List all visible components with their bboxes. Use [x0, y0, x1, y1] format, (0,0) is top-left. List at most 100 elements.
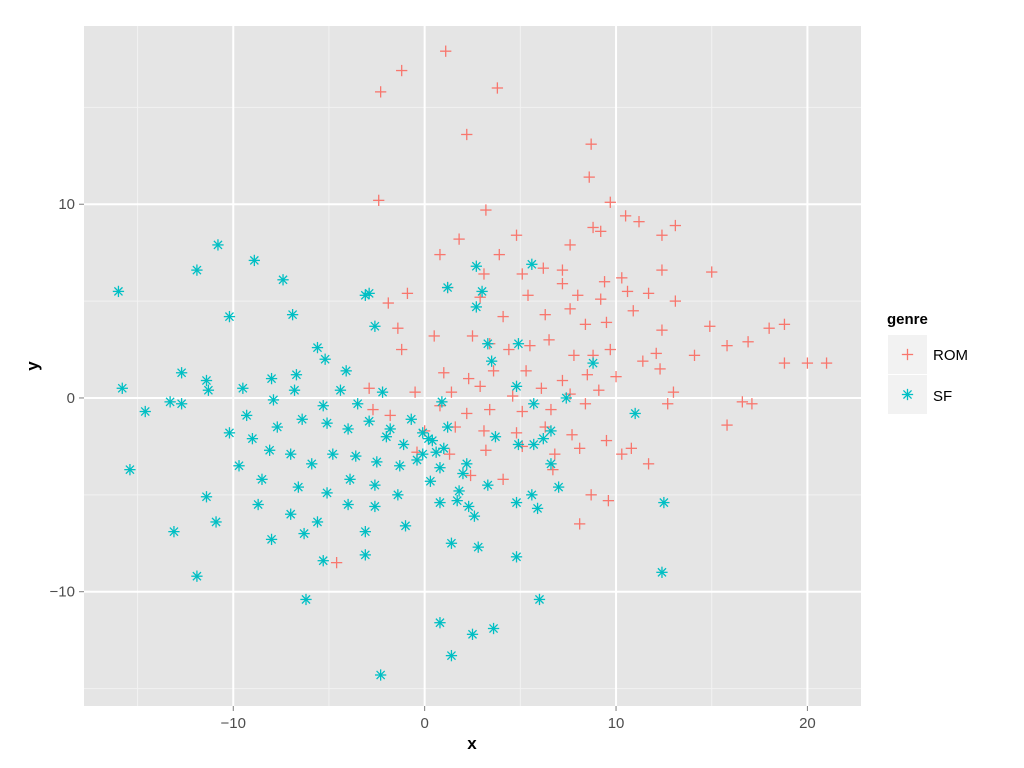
data-point-rom — [464, 469, 477, 482]
data-point-rom — [610, 371, 622, 383]
data-point-rom — [363, 382, 375, 394]
legend-marker-sf — [901, 388, 914, 401]
x-tick-label: −10 — [221, 715, 246, 732]
data-point-sf — [175, 398, 188, 410]
data-point-rom — [516, 405, 528, 418]
data-point-sf — [392, 489, 404, 501]
data-point-sf — [350, 450, 362, 462]
data-point-sf — [470, 260, 482, 272]
data-point-sf — [587, 357, 599, 369]
data-point-sf — [438, 442, 450, 454]
data-point-rom — [367, 403, 379, 416]
data-point-rom — [539, 309, 551, 321]
data-point-rom — [778, 357, 791, 369]
data-point-sf — [321, 487, 333, 499]
data-point-rom — [706, 266, 718, 278]
data-point-rom — [497, 310, 509, 323]
data-point-sf — [246, 432, 259, 445]
data-point-sf — [430, 446, 442, 458]
data-point-sf — [306, 458, 318, 470]
data-point-sf — [319, 353, 331, 365]
data-point-rom — [493, 248, 505, 261]
data-point-sf — [265, 533, 278, 546]
data-point-sf — [164, 396, 176, 408]
data-point-rom — [593, 384, 605, 396]
data-point-sf — [241, 409, 253, 422]
data-point-rom — [474, 380, 486, 392]
grid-major — [84, 26, 861, 706]
data-point-rom — [556, 374, 569, 387]
data-point-sf — [342, 423, 354, 435]
data-point-sf — [434, 617, 446, 629]
data-point-sf — [371, 456, 383, 468]
data-point-rom — [637, 355, 649, 367]
x-tick-label: 20 — [799, 715, 816, 732]
data-point-sf — [202, 384, 215, 396]
data-point-rom — [484, 403, 496, 416]
data-point-sf — [445, 649, 458, 662]
data-point-sf — [248, 254, 260, 267]
data-point-sf — [327, 448, 339, 460]
data-point-sf — [252, 498, 264, 511]
x-tick-label: 0 — [420, 715, 428, 732]
data-point-rom — [480, 444, 492, 456]
data-point-rom — [746, 398, 758, 410]
data-point-rom — [574, 442, 586, 454]
data-point-rom — [556, 264, 569, 276]
data-point-rom — [763, 322, 775, 334]
data-point-sf — [537, 432, 549, 445]
data-point-sf — [533, 593, 546, 606]
data-point-sf — [417, 427, 429, 439]
data-point-rom — [478, 268, 490, 280]
data-point-sf — [510, 380, 523, 392]
data-point-sf — [397, 438, 410, 451]
data-point-rom — [396, 64, 408, 77]
data-point-rom — [453, 233, 465, 245]
data-point-rom — [440, 45, 452, 57]
data-point-rom — [438, 367, 450, 379]
data-point-rom — [604, 196, 616, 208]
data-point-rom — [461, 407, 473, 420]
data-point-sf — [560, 392, 572, 404]
data-point-rom — [654, 363, 666, 375]
y-tick-label: 0 — [67, 390, 75, 407]
data-point-sf — [453, 485, 465, 497]
data-point-sf — [359, 549, 371, 561]
data-point-sf — [476, 285, 488, 298]
data-point-sf — [223, 427, 236, 439]
data-point-sf — [461, 458, 473, 470]
data-point-rom — [396, 343, 408, 356]
data-point-sf — [168, 525, 180, 538]
data-point-rom — [585, 138, 597, 150]
data-point-rom — [520, 365, 532, 377]
data-point-rom — [662, 398, 674, 410]
data-point-rom — [579, 398, 592, 410]
data-point-sf — [380, 431, 393, 443]
data-point-sf — [487, 622, 500, 635]
data-point-sf — [528, 438, 540, 451]
data-point-rom — [600, 316, 613, 329]
data-point-sf — [277, 274, 289, 286]
data-point-rom — [487, 365, 500, 377]
data-point-rom — [443, 448, 456, 460]
data-point-rom — [633, 216, 645, 228]
data-point-sf — [317, 400, 329, 412]
data-point-sf — [311, 516, 324, 528]
data-point-sf — [124, 463, 136, 476]
y-tick-label: 10 — [58, 196, 75, 213]
data-point-sf — [285, 448, 297, 460]
data-point-sf — [233, 460, 245, 472]
data-point-rom — [522, 289, 534, 301]
data-point-sf — [263, 444, 276, 456]
data-point-rom — [667, 386, 680, 398]
grid-minor — [84, 26, 861, 706]
data-point-rom — [516, 268, 528, 280]
data-point-sf — [317, 555, 329, 567]
data-point-rom — [669, 295, 682, 307]
data-point-sf — [552, 481, 565, 493]
data-point-sf — [296, 413, 308, 425]
data-point-sf — [445, 537, 458, 549]
data-point-rom — [602, 494, 615, 507]
data-point-sf — [482, 479, 494, 491]
